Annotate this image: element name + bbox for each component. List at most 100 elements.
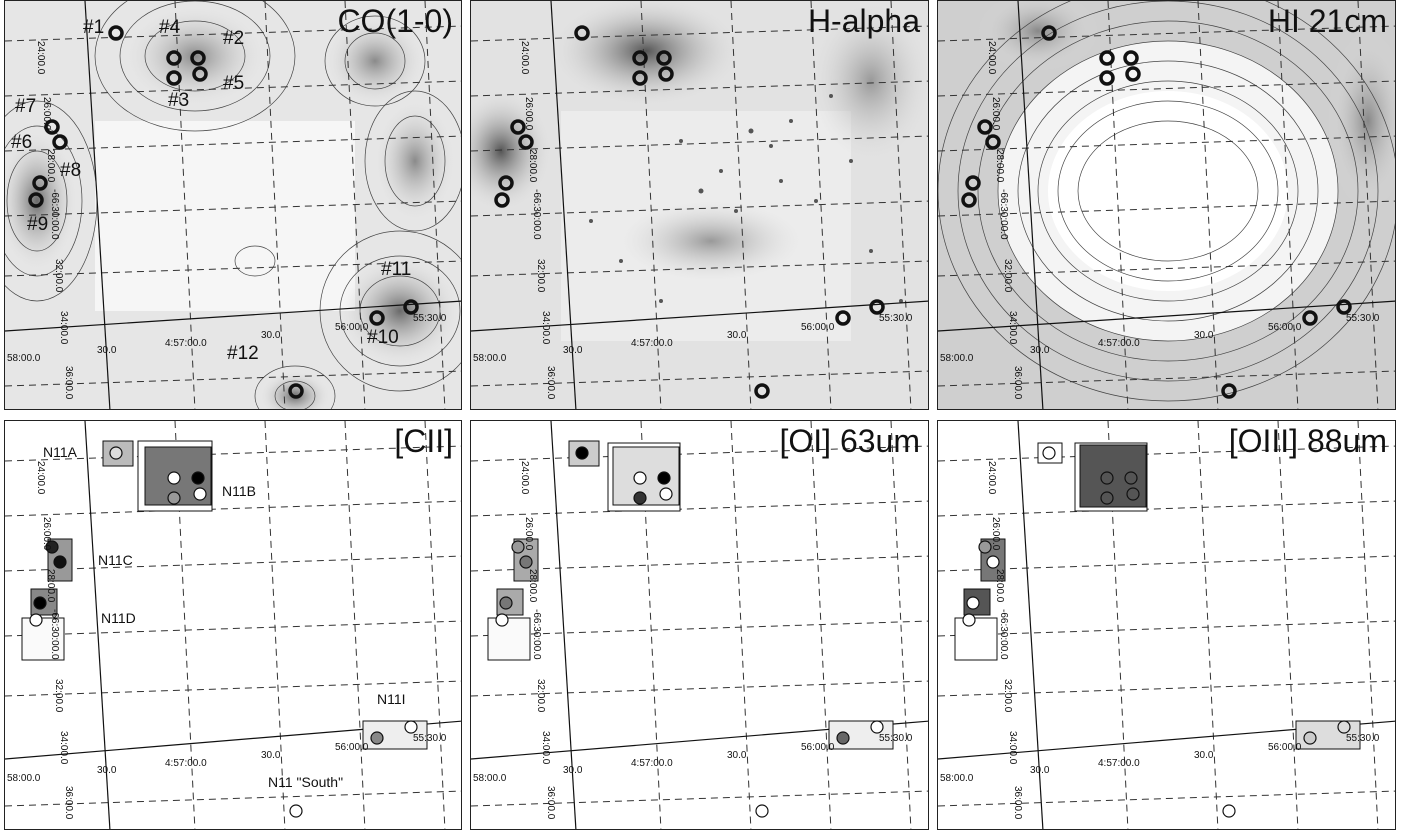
source-label: #7 (15, 96, 37, 117)
source-label: #3 (168, 90, 190, 111)
ra-tick: 56:00.0 (1268, 322, 1302, 333)
ra-tick: 56:00.0 (801, 322, 835, 333)
panel-title: [OIII] 88um (1228, 423, 1387, 459)
panel-halpha: H-alpha 58:00.0 30.0 4:57:00.0 30.0 56:0… (470, 0, 929, 410)
ra-tick: 58:00.0 (940, 353, 974, 364)
source-label: #11 (381, 259, 412, 280)
ra-tick: 55:30.0 (1346, 313, 1380, 324)
region-label: N11D (101, 610, 136, 626)
ra-tick: 30.0 (261, 330, 281, 341)
dec-tick: 36:00.0 (1012, 786, 1023, 820)
region-label: N11A (43, 444, 77, 460)
dec-tick: 26:00.0 (523, 517, 534, 551)
dec-tick: 28:00.0 (45, 569, 56, 603)
dec-tick: 32:00.0 (53, 259, 64, 293)
ra-tick: 56:00.0 (335, 322, 369, 333)
panel-cii: [CII] N11A N11B N11C N11D N11I N11 "Sout… (4, 420, 462, 830)
ra-tick: 4:57:00.0 (1098, 758, 1140, 769)
dec-tick: 28:00.0 (994, 149, 1005, 183)
dec-tick: -66:30:00.0 (531, 189, 542, 240)
ra-tick: 56:00.0 (801, 742, 835, 753)
dec-tick: 32:00.0 (535, 259, 546, 293)
panel-title: [OI] 63um (779, 423, 921, 459)
ra-tick: 30.0 (727, 750, 747, 761)
halpha-map (471, 1, 928, 409)
dec-tick: -66:30:00.0 (49, 609, 60, 660)
source-label: #4 (159, 17, 181, 38)
panel-hi: HI 21cm 58:00.0 30.0 4:57:00.0 30.0 56:0… (937, 0, 1396, 410)
dec-tick: 34:00.0 (58, 311, 69, 345)
ra-tick: 58:00.0 (7, 353, 41, 364)
ra-tick: 55:30.0 (879, 313, 913, 324)
dec-tick: 32:00.0 (535, 679, 546, 713)
ra-tick: 30.0 (563, 765, 583, 776)
ra-tick: 30.0 (1194, 330, 1214, 341)
dec-tick: -66:30:00.0 (531, 609, 542, 660)
ra-tick: 4:57:00.0 (631, 338, 673, 349)
ra-tick: 4:57:00.0 (165, 758, 207, 769)
dec-tick: 34:00.0 (540, 311, 551, 345)
dec-tick: 34:00.0 (58, 731, 69, 765)
dec-tick: 26:00.0 (990, 97, 1001, 131)
panel-oiii: [OIII] 88um 58:00.0 30.0 4:57:00.0 30.0 … (937, 420, 1396, 830)
hi-map (938, 1, 1395, 409)
ra-tick: 4:57:00.0 (165, 338, 207, 349)
ra-tick: 55:30.0 (879, 733, 913, 744)
source-label: #9 (27, 214, 49, 235)
ra-tick: 30.0 (97, 345, 117, 356)
ra-tick: 30.0 (1030, 765, 1050, 776)
oiii-map (938, 421, 1395, 829)
ra-tick: 4:57:00.0 (1098, 338, 1140, 349)
dec-tick: 24:00.0 (986, 461, 997, 495)
source-label: #12 (227, 343, 259, 364)
panel-title: CO(1-0) (337, 3, 453, 39)
dec-tick: 36:00.0 (63, 366, 74, 400)
panel-co: CO(1-0) #1 #2 #3 #4 #5 #6 #7 #8 #9 #10 #… (4, 0, 462, 410)
source-label: #8 (60, 160, 82, 181)
dec-tick: -66:30:00.0 (998, 609, 1009, 660)
dec-tick: -66:30:00.0 (49, 189, 60, 240)
ra-tick: 30.0 (1030, 345, 1050, 356)
dec-tick: 26:00.0 (41, 517, 52, 551)
dec-tick: 24:00.0 (519, 41, 530, 75)
ra-tick: 58:00.0 (940, 773, 974, 784)
ra-tick: 56:00.0 (335, 742, 369, 753)
dec-tick: 32:00.0 (1002, 259, 1013, 293)
dec-tick: 28:00.0 (45, 149, 56, 183)
source-label: #5 (223, 73, 245, 94)
dec-tick: -66:30:00.0 (998, 189, 1009, 240)
region-label: N11C (98, 552, 133, 568)
dec-tick: 34:00.0 (1007, 311, 1018, 345)
dec-tick: 26:00.0 (990, 517, 1001, 551)
dec-tick: 28:00.0 (527, 569, 538, 603)
dec-tick: 24:00.0 (519, 461, 530, 495)
source-label: #10 (367, 327, 399, 348)
panel-title: [CII] (394, 423, 453, 459)
dec-tick: 36:00.0 (545, 366, 556, 400)
dec-tick: 28:00.0 (994, 569, 1005, 603)
panel-title: HI 21cm (1267, 3, 1387, 39)
ra-tick: 58:00.0 (473, 353, 507, 364)
panel-oi: [OI] 63um 58:00.0 30.0 4:57:00.0 30.0 56… (470, 420, 929, 830)
dec-tick: 26:00.0 (41, 97, 52, 131)
ra-tick: 56:00.0 (1268, 742, 1302, 753)
region-label: N11I (377, 691, 406, 707)
dec-tick: 32:00.0 (1002, 679, 1013, 713)
cii-map (5, 421, 461, 829)
source-label: #6 (11, 132, 33, 153)
dec-tick: 24:00.0 (986, 41, 997, 75)
ra-tick: 30.0 (97, 765, 117, 776)
dec-tick: 36:00.0 (545, 786, 556, 820)
ra-tick: 55:30.0 (413, 313, 447, 324)
dec-tick: 34:00.0 (540, 731, 551, 765)
ra-tick: 58:00.0 (7, 773, 41, 784)
ra-tick: 4:57:00.0 (631, 758, 673, 769)
ra-tick: 30.0 (261, 750, 281, 761)
ra-tick: 30.0 (563, 345, 583, 356)
dec-tick: 34:00.0 (1007, 731, 1018, 765)
oi-map (471, 421, 928, 829)
region-label: N11 "South" (268, 774, 344, 790)
dec-tick: 36:00.0 (1012, 366, 1023, 400)
dec-tick: 24:00.0 (35, 41, 46, 75)
ra-tick: 30.0 (727, 330, 747, 341)
